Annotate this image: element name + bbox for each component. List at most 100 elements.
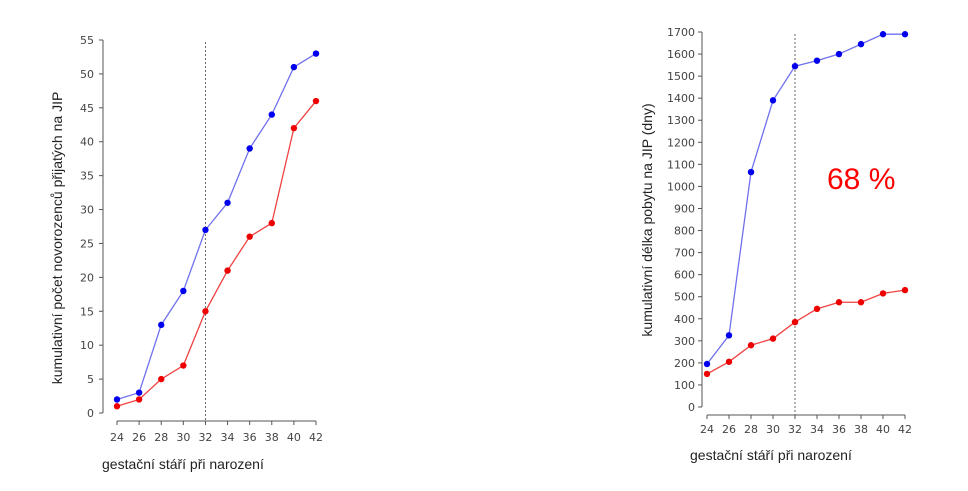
left-chart-point-blue	[180, 287, 187, 295]
right-chart-y-tick-label: 1200	[667, 136, 695, 149]
left-chart-point-blue	[268, 111, 275, 118]
right-chart-x-tick-label: 24	[700, 423, 714, 436]
right-chart-y-tick-label: 700	[674, 247, 695, 260]
left-chart-x-tick-label: 26	[132, 431, 146, 444]
right-chart-y-tick-label: 1100	[667, 158, 695, 171]
left-chart-ylabel: kumulativní počet novorozenců přijatých …	[49, 92, 65, 385]
right-chart-y-tick-label: 400	[674, 313, 695, 326]
right-chart-y-tick-label: 1300	[667, 114, 695, 127]
right-chart-y-tick-label: 1500	[667, 70, 695, 83]
right-chart-point-blue	[879, 31, 887, 38]
left-chart-point-blue	[113, 396, 121, 403]
right-chart-x-tick-label: 38	[854, 423, 868, 436]
right-chart-point-red	[769, 335, 777, 342]
right-chart-ylabel: kumulativní délka pobytu na JIP (dny)	[639, 103, 655, 336]
right-chart-x-tick-label: 34	[810, 423, 824, 436]
left-chart-x-tick-label: 38	[265, 431, 279, 444]
right-chart-x-tick-label: 28	[744, 423, 758, 436]
left-chart-point-red	[312, 97, 320, 105]
right-chart-y-tick-label: 1700	[667, 26, 695, 39]
right-chart-x-tick-label: 36	[832, 423, 846, 436]
left-chart-y-tick-label: 10	[80, 339, 94, 352]
left-chart-point-red	[268, 219, 275, 227]
right-chart-point-red	[813, 305, 821, 313]
right-chart-annotation: 68 %	[827, 163, 895, 196]
left-chart-y-tick-label: 15	[80, 305, 94, 318]
left-chart-y-tick-label: 40	[80, 136, 94, 149]
left-chart-x-tick-label: 32	[198, 431, 212, 444]
left-chart-point-red	[158, 375, 165, 383]
right-chart-point-red	[747, 342, 755, 349]
right-chart-x-tick-label: 26	[722, 423, 736, 436]
right-chart-point-blue	[901, 31, 909, 38]
left-chart-xlabel: gestační stáří při narození	[102, 456, 264, 472]
right-chart-y-tick-label: 200	[674, 357, 695, 370]
right-chart-point-blue	[835, 50, 843, 58]
right-chart-point-red	[703, 370, 711, 378]
right-chart-y-tick-label: 800	[674, 225, 695, 238]
right-chart-x-tick-label: 40	[876, 423, 890, 436]
left-chart-x-tick-label: 36	[243, 431, 257, 444]
left-chart-point-blue	[290, 63, 298, 71]
left-chart-x-tick-label: 30	[176, 431, 190, 444]
right-chart-point-blue	[725, 332, 733, 339]
left-chart-x-tick-label: 24	[110, 431, 124, 444]
left-chart-x-tick-label: 42	[309, 431, 323, 444]
right-chart-point-blue	[747, 168, 755, 176]
left-chart-y-tick-label: 20	[80, 271, 94, 284]
left-chart-y-tick-label: 50	[80, 68, 94, 81]
right-chart-y-tick-label: 900	[674, 202, 695, 215]
left-chart-y-tick-label: 30	[80, 204, 94, 217]
left-chart: kumulativní počet novorozenců přijatých …	[49, 34, 323, 472]
right-chart-point-red	[725, 358, 733, 365]
right-chart-point-red	[791, 318, 799, 326]
right-chart: kumulativní délka pobytu na JIP (dny) ge…	[639, 26, 912, 463]
left-chart-point-blue	[135, 389, 143, 396]
right-chart-y-tick-label: 500	[674, 291, 695, 304]
right-chart-y-tick-label: 100	[674, 379, 695, 392]
left-chart-point-blue	[158, 321, 165, 329]
left-chart-point-red	[180, 362, 187, 369]
left-chart-point-red	[290, 124, 298, 132]
left-chart-point-red	[135, 396, 143, 403]
left-chart-series-line-red	[116, 100, 317, 407]
right-chart-series-line-red	[706, 289, 906, 375]
left-chart-point-blue	[312, 50, 320, 57]
right-chart-x-tick-label: 30	[766, 423, 780, 436]
right-chart-x-tick-label: 32	[788, 423, 802, 436]
left-chart-y-tick-label: 55	[80, 34, 94, 47]
left-chart-point-red	[246, 233, 253, 240]
left-chart-x-tick-label: 34	[221, 431, 235, 444]
left-chart-x-tick-label: 28	[154, 431, 168, 444]
right-chart-point-blue	[769, 97, 777, 104]
left-chart-point-red	[202, 308, 209, 315]
left-chart-y-tick-label: 25	[80, 237, 94, 250]
right-chart-point-blue	[813, 57, 821, 64]
right-chart-y-tick-label: 1600	[667, 48, 695, 61]
left-chart-point-blue	[246, 145, 253, 152]
right-chart-point-red	[835, 299, 843, 306]
right-chart-x-tick-label: 42	[898, 423, 912, 436]
right-chart-y-tick-label: 600	[674, 269, 695, 282]
left-chart-point-red	[113, 403, 121, 410]
right-chart-xlabel: gestační stáří při narození	[690, 447, 852, 463]
left-chart-point-blue	[202, 226, 209, 234]
left-chart-series-line-blue	[116, 53, 317, 401]
right-chart-point-blue	[791, 62, 799, 70]
left-chart-x-tick-label: 40	[287, 431, 301, 444]
left-chart-point-blue	[224, 199, 231, 206]
right-chart-point-red	[901, 286, 909, 294]
right-chart-y-tick-label: 300	[674, 335, 695, 348]
left-chart-y-tick-label: 35	[80, 170, 94, 183]
left-chart-y-tick-label: 5	[87, 373, 94, 386]
right-chart-series-line-blue	[706, 33, 905, 365]
right-chart-point-blue	[703, 360, 711, 368]
right-chart-y-tick-label: 1000	[667, 180, 695, 193]
left-chart-point-red	[224, 267, 231, 274]
left-chart-y-tick-label: 0	[87, 407, 94, 420]
right-chart-point-blue	[857, 40, 865, 48]
right-chart-y-tick-label: 1400	[667, 92, 695, 105]
left-chart-y-tick-label: 45	[80, 102, 94, 115]
right-chart-point-red	[857, 299, 865, 306]
